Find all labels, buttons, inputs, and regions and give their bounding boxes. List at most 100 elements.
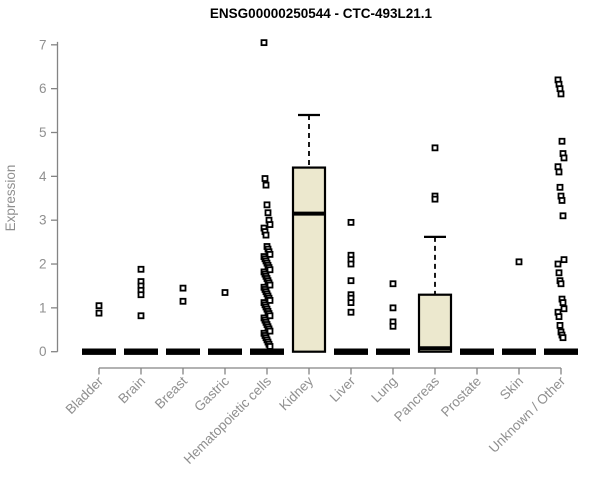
outlier-point — [266, 281, 274, 289]
svg-text:Pancreas: Pancreas — [391, 373, 442, 424]
x-tick-label-breast: Breast — [152, 373, 190, 411]
outlier-point — [557, 90, 565, 98]
x-tick-label-gastric: Gastric — [191, 373, 232, 414]
zero-box — [502, 348, 536, 355]
y-tick-label: 3 — [39, 213, 47, 228]
outlier-point — [347, 260, 355, 268]
outlier-point — [559, 299, 567, 306]
y-axis-title: Expression — [3, 165, 18, 232]
outlier-point — [137, 312, 145, 320]
chart-title: ENSG00000250544 - CTC-493L21.1 — [209, 6, 433, 21]
outlier-point — [262, 231, 270, 239]
outlier-point — [137, 291, 145, 299]
outlier-point — [557, 280, 565, 288]
outlier-point — [554, 260, 562, 268]
outlier-point — [347, 277, 355, 285]
box-group-unknown-other — [544, 76, 578, 355]
outlier-point — [95, 302, 103, 310]
zero-box — [250, 348, 284, 355]
y-tick-label: 2 — [39, 257, 47, 272]
x-tick-label-skin: Skin — [497, 374, 526, 403]
outlier-point — [558, 137, 566, 145]
box-group-skin — [502, 258, 536, 355]
outlier-point — [266, 221, 274, 228]
outlier-point — [560, 256, 568, 264]
box-group-pancreas — [417, 144, 453, 353]
outlier-point — [262, 181, 270, 189]
outlier-point — [558, 197, 566, 204]
outlier-point — [389, 280, 397, 288]
outlier-point — [266, 343, 274, 350]
outlier-point — [431, 195, 439, 203]
outlier-point — [347, 308, 355, 316]
iqr-box — [291, 166, 327, 353]
outlier-point — [266, 266, 274, 274]
outlier-point — [347, 218, 355, 226]
svg-text:Bladder: Bladder — [63, 373, 107, 417]
svg-text:Breast: Breast — [152, 373, 190, 411]
y-tick-label: 6 — [39, 81, 47, 96]
x-tick-label-prostate: Prostate — [438, 374, 484, 420]
outlier-point — [264, 209, 272, 217]
outlier-point — [431, 144, 439, 152]
outlier-point — [389, 304, 397, 312]
outlier-point — [556, 85, 564, 93]
y-tick-label: 4 — [39, 169, 47, 184]
outlier-point — [260, 39, 268, 47]
y-tick-label: 0 — [39, 344, 47, 359]
svg-text:Prostate: Prostate — [438, 374, 484, 420]
zero-box — [334, 348, 368, 355]
box-group-brain — [124, 265, 158, 355]
svg-text:Kidney: Kidney — [276, 373, 316, 413]
outlier-point — [261, 175, 269, 182]
box-group-bladder — [82, 302, 116, 355]
outlier-point — [555, 269, 563, 277]
zero-box — [376, 348, 410, 355]
x-tick-label-bladder: Bladder — [63, 373, 107, 417]
box-group-lung — [376, 280, 410, 355]
y-tick-label: 7 — [39, 37, 47, 52]
zero-box — [166, 348, 200, 355]
outlier-point — [560, 305, 568, 313]
y-tick-label: 5 — [39, 125, 47, 140]
outlier-point — [515, 258, 523, 266]
box-group-liver — [334, 218, 368, 355]
outlier-point — [266, 250, 274, 258]
outlier-point — [555, 168, 563, 176]
y-tick-label: 1 — [39, 300, 47, 315]
outlier-point — [556, 321, 564, 329]
x-tick-label-kidney: Kidney — [276, 373, 316, 413]
outlier-point — [559, 212, 567, 220]
outlier-point — [95, 309, 103, 317]
outlier-point — [554, 163, 562, 171]
zero-box — [544, 348, 578, 355]
outlier-point — [560, 154, 568, 162]
x-tick-label-lung: Lung — [368, 374, 400, 406]
box-group-gastric — [208, 289, 242, 355]
outlier-point — [559, 334, 567, 342]
outlier-point — [555, 313, 563, 321]
outlier-point — [266, 312, 274, 320]
zero-box — [82, 348, 116, 355]
outlier-point — [389, 322, 397, 330]
x-tick-label-liver: Liver — [327, 373, 359, 405]
outlier-point — [266, 327, 274, 335]
svg-text:Brain: Brain — [115, 374, 148, 407]
svg-text:Unknown / Other: Unknown / Other — [486, 373, 569, 456]
box-group-kidney — [291, 113, 327, 353]
outlier-point — [556, 183, 564, 191]
x-tick-label-pancreas: Pancreas — [391, 373, 442, 424]
iqr-box — [417, 293, 453, 353]
zero-box — [124, 348, 158, 355]
outlier-point — [179, 297, 187, 305]
outlier-point — [263, 201, 271, 209]
box-group-prostate — [460, 348, 494, 355]
outlier-point — [137, 265, 145, 273]
svg-text:Liver: Liver — [327, 373, 359, 405]
x-tick-label-brain: Brain — [115, 374, 148, 407]
box-group-breast — [166, 284, 200, 355]
x-tick-label-unknown-other: Unknown / Other — [486, 373, 569, 456]
outlier-point — [266, 297, 274, 304]
zero-box — [208, 348, 242, 355]
